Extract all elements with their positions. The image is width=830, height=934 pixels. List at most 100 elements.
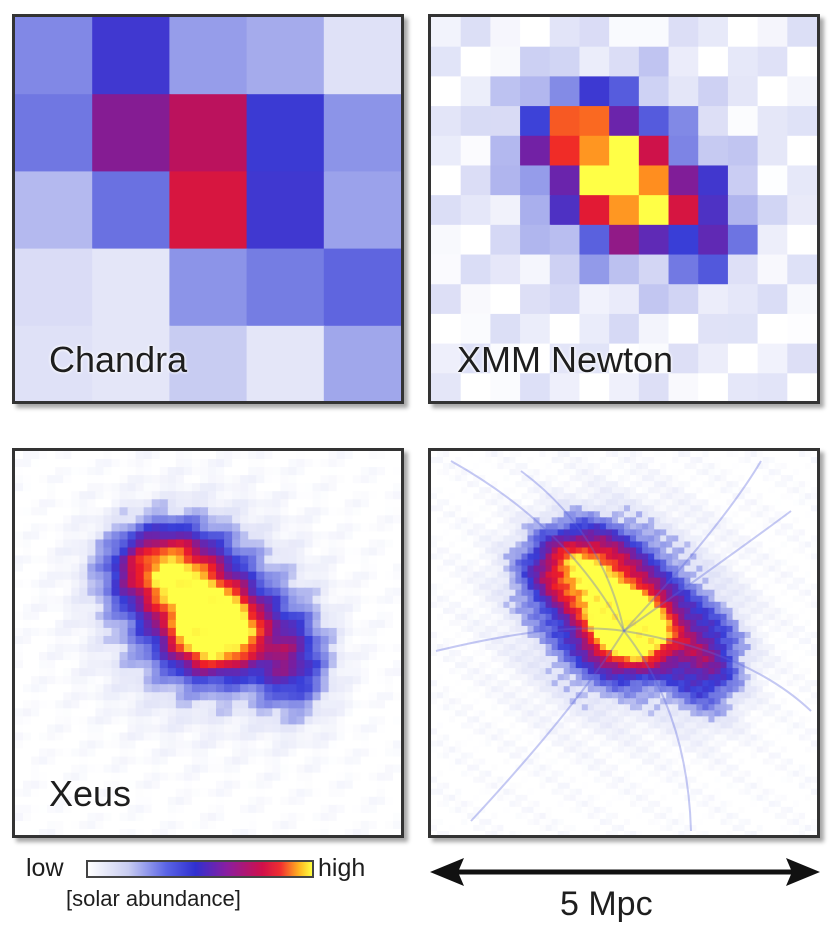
xeus-pixel bbox=[87, 676, 97, 686]
model-pixel bbox=[690, 613, 698, 621]
xeus-pixel bbox=[248, 684, 258, 694]
model-pixel bbox=[485, 601, 493, 609]
model-pixel bbox=[533, 487, 541, 495]
xeus-pixel bbox=[39, 587, 49, 597]
model-pixel bbox=[479, 583, 487, 591]
model-pixel bbox=[744, 541, 752, 549]
model-pixel bbox=[437, 523, 445, 531]
model-pixel bbox=[672, 589, 680, 597]
xeus-pixel bbox=[208, 611, 218, 621]
xeus-pixel bbox=[392, 668, 401, 678]
model-pixel bbox=[666, 637, 674, 645]
model-pixel bbox=[467, 559, 475, 567]
xeus-pixel bbox=[296, 531, 306, 541]
model-pixel bbox=[593, 505, 601, 513]
model-pixel bbox=[479, 662, 487, 670]
model-pixel bbox=[696, 571, 704, 579]
xeus-pixel bbox=[127, 740, 137, 750]
model-pixel bbox=[780, 565, 788, 573]
model-pixel bbox=[521, 559, 529, 567]
xeus-pixel bbox=[183, 531, 193, 541]
xeus-pixel bbox=[55, 467, 65, 477]
model-pixel bbox=[491, 547, 499, 555]
model-pixel bbox=[479, 559, 487, 567]
model-pixel bbox=[654, 680, 662, 688]
xeus-pixel bbox=[95, 451, 105, 461]
xeus-pixel bbox=[63, 684, 73, 694]
model-pixel bbox=[605, 674, 613, 682]
xmm-pixel bbox=[431, 254, 462, 286]
model-pixel bbox=[774, 637, 782, 645]
model-pixel bbox=[744, 613, 752, 621]
xeus-pixel bbox=[127, 587, 137, 597]
xeus-pixel bbox=[87, 571, 97, 581]
xeus-pixel bbox=[328, 716, 338, 726]
model-pixel bbox=[527, 607, 535, 615]
xeus-pixel bbox=[232, 652, 242, 662]
model-pixel bbox=[587, 559, 595, 567]
xmm-pixel bbox=[609, 17, 640, 48]
xmm-pixel bbox=[787, 195, 817, 226]
model-pixel bbox=[509, 463, 517, 471]
xeus-pixel bbox=[47, 676, 57, 686]
xeus-pixel bbox=[135, 804, 145, 814]
xeus-pixel bbox=[111, 804, 121, 814]
model-pixel bbox=[485, 650, 493, 658]
model-pixel bbox=[660, 668, 668, 676]
xeus-pixel bbox=[240, 579, 250, 589]
xeus-pixel bbox=[232, 668, 242, 678]
model-pixel bbox=[648, 523, 656, 531]
xeus-pixel bbox=[312, 796, 322, 806]
xeus-pixel bbox=[63, 740, 73, 750]
xmm-pixel bbox=[460, 135, 492, 167]
xeus-pixel bbox=[79, 579, 89, 589]
model-pixel bbox=[539, 553, 547, 561]
model-pixel bbox=[768, 674, 776, 682]
xeus-pixel bbox=[280, 756, 290, 766]
xeus-pixel bbox=[296, 812, 306, 822]
xeus-pixel bbox=[280, 571, 290, 581]
xeus-pixel bbox=[79, 635, 89, 645]
model-pixel bbox=[509, 619, 517, 627]
model-pixel bbox=[792, 583, 800, 591]
model-pixel bbox=[467, 535, 475, 543]
xeus-pixel bbox=[280, 684, 290, 694]
xeus-pixel bbox=[167, 459, 177, 469]
model-pixel bbox=[726, 656, 734, 664]
xeus-pixel bbox=[264, 459, 274, 469]
xeus-pixel bbox=[127, 652, 137, 662]
xeus-pixel bbox=[151, 595, 161, 605]
model-pixel bbox=[738, 674, 746, 682]
xeus-pixel bbox=[272, 740, 282, 750]
model-pixel bbox=[521, 650, 529, 658]
xeus-pixel bbox=[199, 796, 209, 806]
xeus-pixel bbox=[272, 459, 282, 469]
model-pixel bbox=[581, 589, 589, 597]
model-pixel bbox=[750, 475, 758, 483]
xeus-pixel bbox=[344, 451, 354, 461]
xeus-pixel bbox=[159, 475, 169, 485]
xeus-pixel bbox=[296, 491, 306, 501]
xeus-pixel bbox=[183, 507, 193, 517]
model-pixel bbox=[593, 541, 601, 549]
model-pixel bbox=[750, 631, 758, 639]
model-pixel bbox=[750, 529, 758, 537]
xeus-pixel bbox=[183, 668, 193, 678]
xeus-pixel bbox=[135, 764, 145, 774]
xeus-pixel bbox=[63, 644, 73, 654]
xeus-pixel bbox=[87, 724, 97, 734]
model-pixel bbox=[605, 644, 613, 652]
model-pixel bbox=[696, 457, 704, 465]
xeus-pixel bbox=[248, 708, 258, 718]
model-pixel bbox=[599, 577, 607, 585]
xeus-pixel bbox=[183, 603, 193, 613]
model-pixel bbox=[744, 481, 752, 489]
xeus-pixel bbox=[39, 507, 49, 517]
model-pixel bbox=[617, 625, 625, 633]
xeus-pixel bbox=[135, 652, 145, 662]
xeus-pixel bbox=[280, 451, 290, 461]
xeus-pixel bbox=[352, 716, 362, 726]
model-pixel bbox=[431, 619, 439, 627]
model-pixel bbox=[467, 674, 475, 682]
xmm-pixel bbox=[609, 165, 640, 197]
